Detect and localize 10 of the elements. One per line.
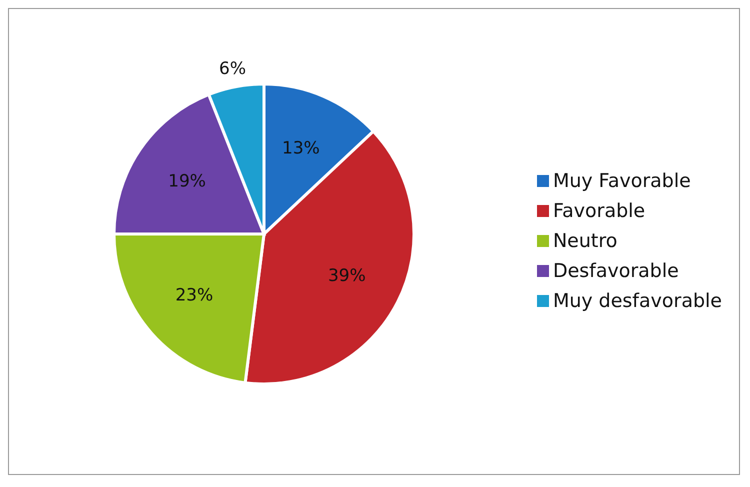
legend-label: Desfavorable xyxy=(552,260,679,282)
legend-label: Neutro xyxy=(552,230,618,252)
data-label: 13% xyxy=(282,138,320,159)
data-label: 6% xyxy=(219,58,246,79)
data-label: 23% xyxy=(175,286,214,306)
legend-label: Favorable xyxy=(552,200,646,222)
data-label: 19% xyxy=(168,172,206,192)
legend-label: Muy desfavorable xyxy=(552,290,722,312)
legend-label: Muy Favorable xyxy=(552,170,691,192)
data-label: 39% xyxy=(328,266,366,286)
